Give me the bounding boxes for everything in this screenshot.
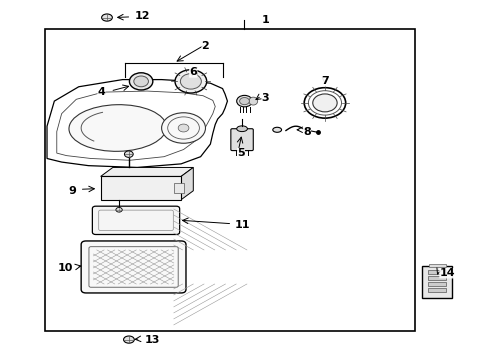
Ellipse shape xyxy=(116,207,122,212)
Ellipse shape xyxy=(272,127,281,132)
Bar xyxy=(101,176,181,200)
Text: 11: 11 xyxy=(234,220,250,230)
Text: 4: 4 xyxy=(98,87,105,97)
Text: 14: 14 xyxy=(439,268,454,278)
Ellipse shape xyxy=(69,105,166,151)
Ellipse shape xyxy=(129,73,153,90)
Bar xyxy=(427,270,445,274)
Ellipse shape xyxy=(248,97,257,105)
Text: 5: 5 xyxy=(237,148,244,158)
Text: 1: 1 xyxy=(261,15,269,26)
Text: 8: 8 xyxy=(303,127,310,136)
Bar xyxy=(427,282,445,286)
Text: 6: 6 xyxy=(189,67,197,77)
FancyBboxPatch shape xyxy=(81,241,185,293)
Bar xyxy=(44,30,414,330)
Ellipse shape xyxy=(134,76,148,87)
Ellipse shape xyxy=(236,126,247,132)
Text: 12: 12 xyxy=(135,11,150,21)
Bar xyxy=(427,276,445,280)
Bar xyxy=(173,183,183,193)
Text: 9: 9 xyxy=(68,186,76,196)
Bar xyxy=(427,288,445,292)
Polygon shape xyxy=(47,80,227,167)
Ellipse shape xyxy=(239,98,249,105)
Text: 13: 13 xyxy=(144,334,160,345)
Text: 2: 2 xyxy=(201,41,209,50)
FancyBboxPatch shape xyxy=(422,266,451,298)
Ellipse shape xyxy=(161,113,205,143)
Polygon shape xyxy=(181,167,193,200)
FancyBboxPatch shape xyxy=(92,206,179,234)
Polygon shape xyxy=(101,167,193,176)
Ellipse shape xyxy=(236,95,252,107)
Ellipse shape xyxy=(123,336,134,343)
Ellipse shape xyxy=(178,124,188,132)
Text: 7: 7 xyxy=(321,76,328,86)
Ellipse shape xyxy=(180,74,201,89)
Text: 10: 10 xyxy=(58,263,73,273)
Ellipse shape xyxy=(175,70,206,93)
Bar xyxy=(428,264,445,267)
Ellipse shape xyxy=(102,14,112,21)
FancyBboxPatch shape xyxy=(230,129,253,150)
Text: 3: 3 xyxy=(261,93,268,103)
Ellipse shape xyxy=(124,151,133,157)
Ellipse shape xyxy=(312,94,336,112)
Ellipse shape xyxy=(304,87,345,118)
